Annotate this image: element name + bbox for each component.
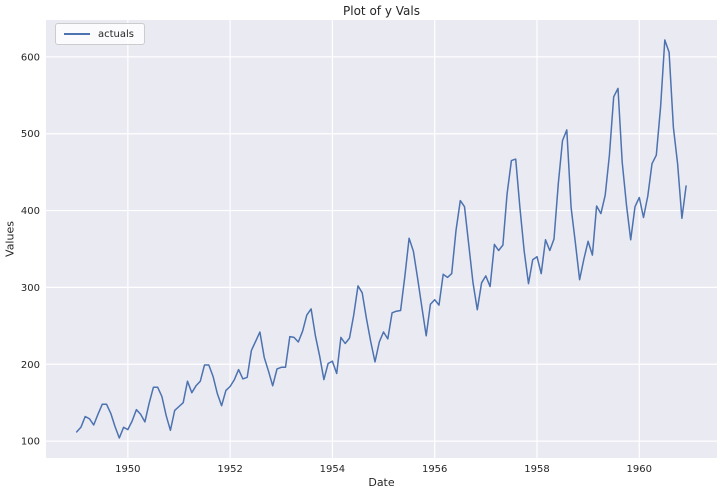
y-tick-label: 200 (21, 360, 40, 371)
x-tick-label: 1958 (524, 464, 549, 475)
x-tick-label: 1960 (627, 464, 652, 475)
y-axis-label: Values (3, 221, 17, 257)
legend: actuals (55, 23, 146, 45)
x-tick-label: 1950 (115, 464, 140, 475)
x-axis-label: Date (368, 476, 395, 489)
y-tick-label: 500 (21, 129, 40, 140)
legend-label: actuals (98, 28, 135, 40)
y-tick-label: 300 (21, 283, 40, 294)
x-tick-label: 1956 (422, 464, 447, 475)
chart-title: Plot of y Vals (343, 4, 420, 18)
series-line-actuals (75, 39, 687, 439)
y-tick-label: 400 (21, 206, 40, 217)
x-tick-label: 1954 (320, 464, 345, 475)
x-tick-label: 1952 (217, 464, 242, 475)
legend-line-swatch (64, 33, 90, 35)
plot-background (46, 20, 717, 458)
y-tick-label: 100 (21, 437, 40, 448)
y-tick-label: 600 (21, 52, 40, 63)
